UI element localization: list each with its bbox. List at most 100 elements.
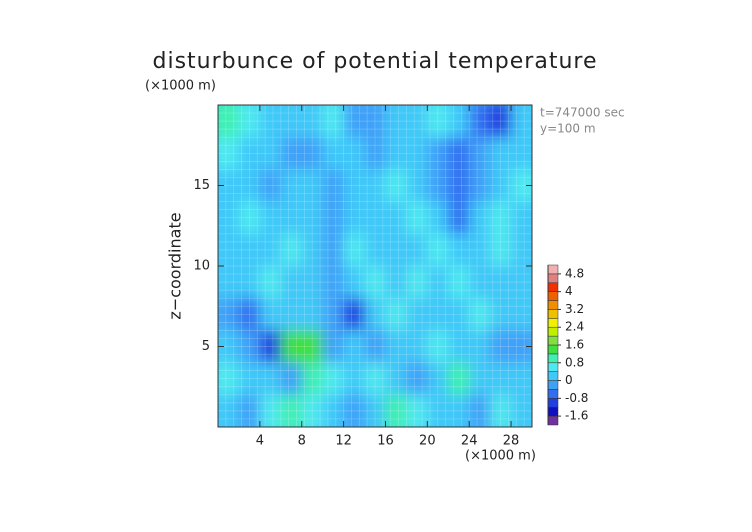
field-cell [322, 298, 345, 331]
field-cell [322, 137, 345, 170]
field-cell [469, 298, 491, 331]
field-cell [301, 298, 324, 331]
field-cell [385, 266, 407, 299]
field-cell [364, 233, 386, 267]
colorbar-label: 4.8 [565, 266, 584, 280]
field-cell [218, 169, 240, 203]
field-cell [469, 169, 491, 203]
field-cell [427, 394, 449, 427]
field-cell [259, 266, 282, 299]
x-tick-label: 16 [377, 434, 394, 449]
field-cell [322, 201, 345, 235]
field-cell [364, 169, 386, 203]
colorbar-swatch [547, 380, 559, 390]
y-axis-label: z−coordinate [166, 212, 185, 319]
field-cell [301, 201, 324, 235]
field-cell [511, 201, 532, 235]
x-tick-label: 28 [503, 434, 520, 449]
field-cell [343, 362, 366, 396]
field-cell [322, 105, 345, 138]
field-cell [343, 298, 366, 331]
field-cell [364, 330, 386, 364]
field-cell [385, 169, 407, 203]
field-cell [218, 330, 240, 364]
field-cell [427, 362, 449, 396]
x-tick-label: 4 [256, 434, 264, 449]
field-cell [406, 362, 428, 396]
colorbar-swatch [547, 353, 559, 364]
field-cell [427, 169, 449, 203]
field-cell [218, 233, 240, 267]
field-cell [301, 330, 324, 364]
field-cell [511, 266, 532, 299]
field-cell [343, 394, 366, 427]
field-cell [259, 137, 282, 170]
field-cell [343, 137, 366, 170]
field-cell [448, 266, 470, 299]
field-cell [427, 298, 449, 331]
field-cell [322, 394, 345, 427]
colorbar-swatch [547, 309, 559, 319]
grid [218, 105, 532, 427]
colorbar-label: 2.4 [565, 320, 584, 334]
field-cell [322, 266, 345, 299]
field-cell [511, 137, 532, 170]
colorbar-swatch [547, 282, 559, 292]
field-cell [490, 105, 512, 138]
field-cell [469, 330, 491, 364]
colorbar-label: 1.6 [565, 338, 584, 352]
field-cell [427, 233, 449, 267]
field-cell [280, 201, 303, 235]
field-cell [469, 362, 491, 396]
colorbar-swatch [547, 344, 559, 355]
field-cell [280, 298, 303, 331]
colorbar-swatch [547, 273, 559, 284]
colorbar-swatch [547, 406, 559, 417]
colorbar-label: 3.2 [565, 302, 584, 316]
field-cell [385, 298, 407, 331]
field-cell [322, 169, 345, 203]
field-cell [448, 298, 470, 331]
field-cell [259, 105, 282, 138]
field-cell [385, 362, 407, 396]
y-tick-label: 10 [193, 259, 210, 274]
field-cell [343, 330, 366, 364]
field-cell [259, 330, 282, 364]
field-cell [238, 169, 261, 203]
field-cell [218, 266, 240, 299]
field-cell [343, 266, 366, 299]
field-cell [469, 233, 491, 267]
annotation: y=100 m [540, 122, 596, 136]
field-cell [406, 105, 428, 138]
field-cell [218, 201, 240, 235]
field-cell [406, 266, 428, 299]
field-cell [427, 137, 449, 170]
field-cell [490, 233, 512, 267]
field-cell [238, 201, 261, 235]
field-cell [218, 394, 240, 427]
field-cell [364, 137, 386, 170]
y-tick-label: 15 [193, 178, 210, 193]
field-cell [238, 394, 261, 427]
field-cell [427, 330, 449, 364]
field-cell [322, 233, 345, 267]
colorbar-swatch [547, 415, 559, 426]
field-cell [238, 233, 261, 267]
field-cell [511, 233, 532, 267]
field-cell [385, 105, 407, 138]
field-cell [448, 137, 470, 170]
field-cell [406, 233, 428, 267]
field-cell [469, 394, 491, 427]
field-cell [427, 266, 449, 299]
field-cell [448, 169, 470, 203]
field-cell [406, 298, 428, 331]
colorbar-swatch [547, 398, 559, 408]
field-cell [364, 266, 386, 299]
field-cell [490, 362, 512, 396]
colorbar-swatch [547, 326, 559, 337]
field-cell [511, 169, 532, 203]
field-cell [259, 298, 282, 331]
field-cell [364, 298, 386, 331]
field-cell [280, 105, 303, 138]
